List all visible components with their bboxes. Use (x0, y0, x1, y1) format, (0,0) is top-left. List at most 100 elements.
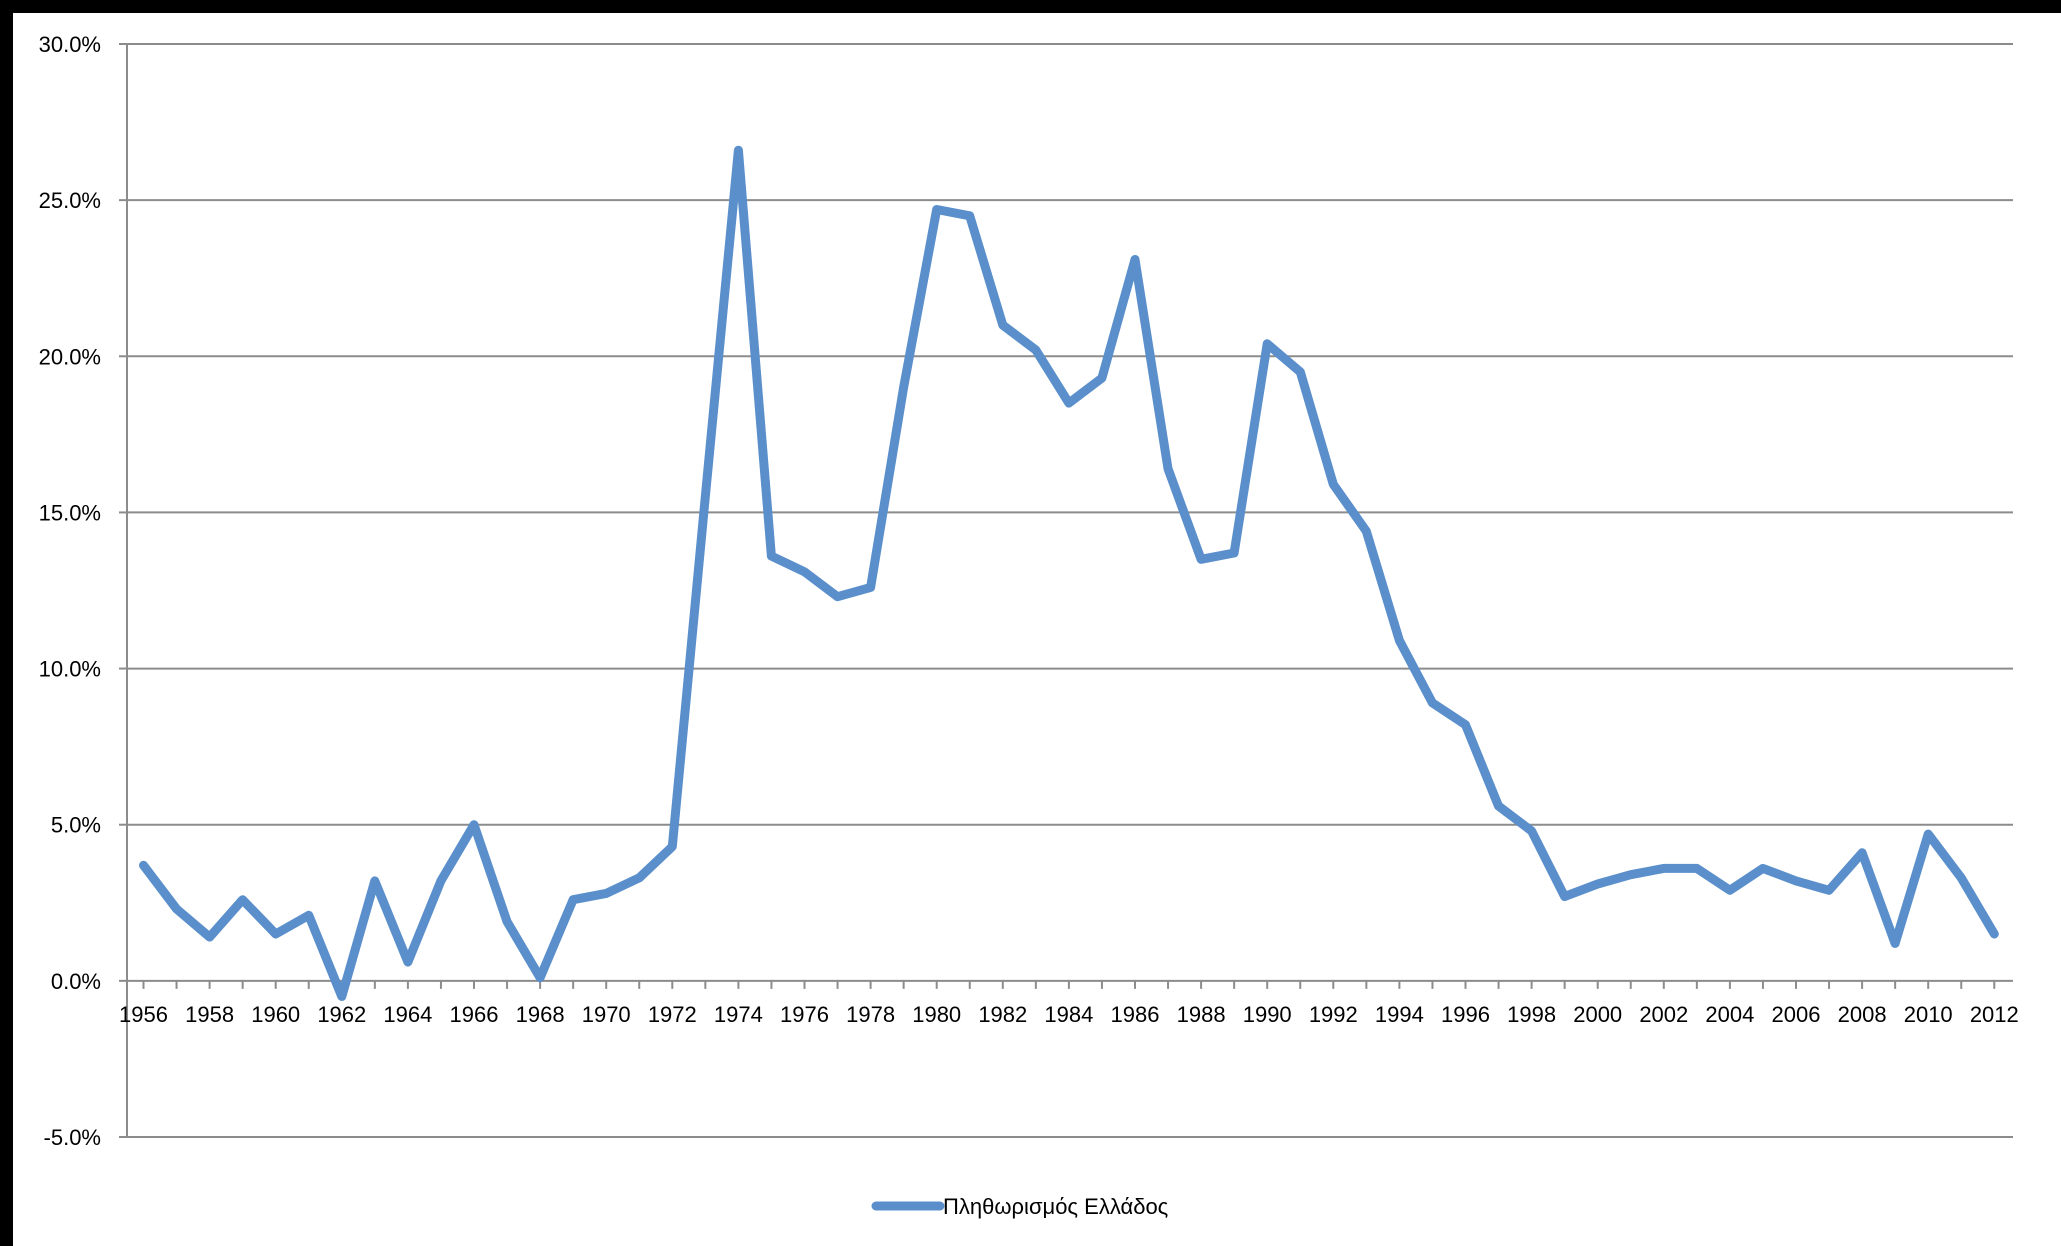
data-point (1298, 370, 1302, 374)
data-point (803, 570, 807, 574)
y-tick-label: 10.0% (39, 657, 101, 682)
data-point (1133, 257, 1137, 261)
x-tick-label: 1992 (1309, 1002, 1358, 1027)
x-tick-label: 1964 (383, 1002, 432, 1027)
data-point (1199, 557, 1203, 561)
data-point (1497, 804, 1501, 808)
data-point (1232, 551, 1236, 555)
x-tick-label: 2012 (1970, 1002, 2019, 1027)
x-tick-label: 1956 (119, 1002, 168, 1027)
x-tick-label: 1996 (1441, 1002, 1490, 1027)
y-tick-label: 0.0% (51, 969, 101, 994)
y-tick-label: 25.0% (39, 188, 101, 213)
x-tick-label: 1968 (516, 1002, 565, 1027)
data-point (1695, 866, 1699, 870)
data-point (307, 913, 311, 917)
data-point (1397, 638, 1401, 642)
data-point (1860, 851, 1864, 855)
x-tick-label: 1998 (1507, 1002, 1556, 1027)
data-point (274, 932, 278, 936)
x-tick-label: 1984 (1044, 1002, 1093, 1027)
data-point (142, 863, 146, 867)
data-point (1034, 348, 1038, 352)
data-point (1464, 723, 1468, 727)
x-tick-label: 1970 (582, 1002, 631, 1027)
x-tick-label: 1986 (1111, 1002, 1160, 1027)
legend: Πληθωρισμός Ελλάδος (871, 1194, 1168, 1219)
x-tick-label: 1974 (714, 1002, 763, 1027)
data-point (935, 208, 939, 212)
data-point (769, 554, 773, 558)
data-point (836, 595, 840, 599)
data-point (1959, 876, 1963, 880)
data-point (208, 935, 212, 939)
series-layer (139, 145, 1999, 1001)
y-tick-label: 20.0% (39, 344, 101, 369)
y-tick-labels: -5.0% 0.0% 5.0% 10.0% 15.0% 20.0% 25.0% 30.0% (39, 32, 101, 1150)
x-tick-label: 1958 (185, 1002, 234, 1027)
x-tick-label: 1962 (317, 1002, 366, 1027)
data-point (373, 879, 377, 883)
inflation-series-line (139, 145, 1999, 1001)
data-point (902, 386, 906, 390)
data-point (406, 960, 410, 964)
data-point (538, 976, 542, 980)
x-tick-label: 2010 (1904, 1002, 1953, 1027)
data-point (1331, 482, 1335, 486)
x-tick-label: 1982 (978, 1002, 1027, 1027)
data-point (1596, 882, 1600, 886)
data-point (1926, 832, 1930, 836)
inflation-line-chart: -5.0% 0.0% 5.0% 10.0% 15.0% 20.0% 25.0% 30.0% 1… (39, 32, 2019, 1219)
x-tick-label: 2002 (1639, 1002, 1688, 1027)
y-tick-label: 5.0% (51, 813, 101, 838)
axes (119, 43, 1996, 1138)
data-point (1364, 529, 1368, 533)
data-point (241, 898, 245, 902)
data-point (1761, 866, 1765, 870)
x-tick-label: 1966 (450, 1002, 499, 1027)
data-point (1001, 323, 1005, 327)
y-tick-label: 30.0% (39, 32, 101, 57)
data-point (505, 920, 509, 924)
x-tick-label: 2006 (1772, 1002, 1821, 1027)
y-tick-label: -5.0% (44, 1125, 101, 1150)
data-point (1530, 829, 1534, 833)
x-tick-label: 2008 (1838, 1002, 1887, 1027)
x-tick-label: 1994 (1375, 1002, 1424, 1027)
x-tick-label: 1990 (1243, 1002, 1292, 1027)
data-point (703, 495, 707, 499)
x-tick-label: 1980 (912, 1002, 961, 1027)
gridlines (127, 43, 2013, 1138)
data-point (1794, 879, 1798, 883)
data-point (604, 891, 608, 895)
data-point (1662, 866, 1666, 870)
legend-label: Πληθωρισμός Ελλάδος (943, 1194, 1168, 1219)
x-tick-label: 1960 (251, 1002, 300, 1027)
data-point (637, 876, 641, 880)
x-tick-label: 2004 (1705, 1002, 1754, 1027)
data-point (1992, 932, 1996, 936)
data-point (340, 994, 344, 998)
data-point (472, 823, 476, 827)
data-point (571, 898, 575, 902)
data-point (670, 845, 674, 849)
data-point (175, 907, 179, 911)
x-tick-label: 1972 (648, 1002, 697, 1027)
data-point (1893, 941, 1897, 945)
x-tick-label: 1988 (1177, 1002, 1226, 1027)
data-point (736, 148, 740, 152)
y-tick-label: 15.0% (39, 500, 101, 525)
data-point (869, 585, 873, 589)
data-point (1100, 376, 1104, 380)
data-point (1563, 895, 1567, 899)
data-point (1629, 873, 1633, 877)
x-tick-label: 1978 (846, 1002, 895, 1027)
data-point (1265, 342, 1269, 346)
data-point (1827, 888, 1831, 892)
x-tick-labels: 1956 1958 1960 1962 1964 1966 1968 1970 1972 1974… (119, 1002, 2019, 1027)
data-point (968, 214, 972, 218)
data-point (1067, 401, 1071, 405)
data-point (1728, 888, 1732, 892)
data-point (1166, 467, 1170, 471)
